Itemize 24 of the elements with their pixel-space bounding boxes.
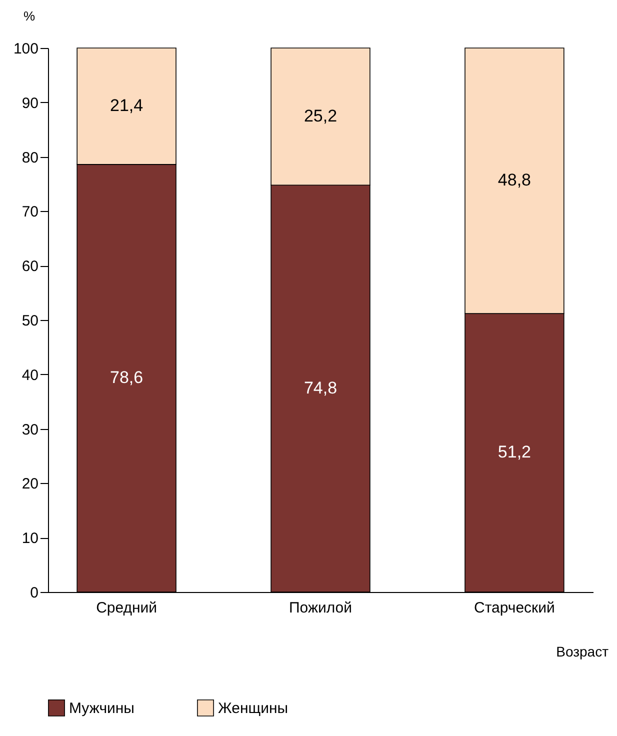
y-tick-label: 0 (30, 584, 38, 602)
y-tick-label: 20 (22, 476, 38, 493)
data-label: 78,6 (110, 368, 144, 388)
data-label: 21,4 (110, 96, 144, 116)
data-label: 51,2 (498, 442, 531, 462)
y-tick-label: 60 (22, 258, 38, 276)
y-tick-label: 40 (22, 366, 38, 384)
y-tick-label: 30 (22, 421, 38, 438)
x-tick-label: Средний (96, 600, 158, 616)
x-tick-label: Старческий (474, 600, 555, 616)
legend-label: Мужчины (69, 700, 134, 717)
y-tick-label: 90 (22, 94, 38, 112)
y-tick-label: 50 (22, 312, 38, 330)
data-label: 48,8 (498, 170, 531, 190)
y-tick-label: 80 (22, 149, 38, 166)
x-tick-label: Пожилой (288, 600, 352, 616)
y-tick-label: 10 (22, 530, 38, 548)
data-label: 25,2 (304, 106, 338, 126)
y-tick-label: 70 (22, 204, 38, 221)
data-label: 74,8 (304, 378, 338, 398)
x-axis-title: Возраст (556, 644, 610, 660)
y-tick-label: 100 (13, 40, 38, 58)
legend-label: Женщины (218, 700, 288, 717)
y-axis-title: % (24, 8, 36, 24)
